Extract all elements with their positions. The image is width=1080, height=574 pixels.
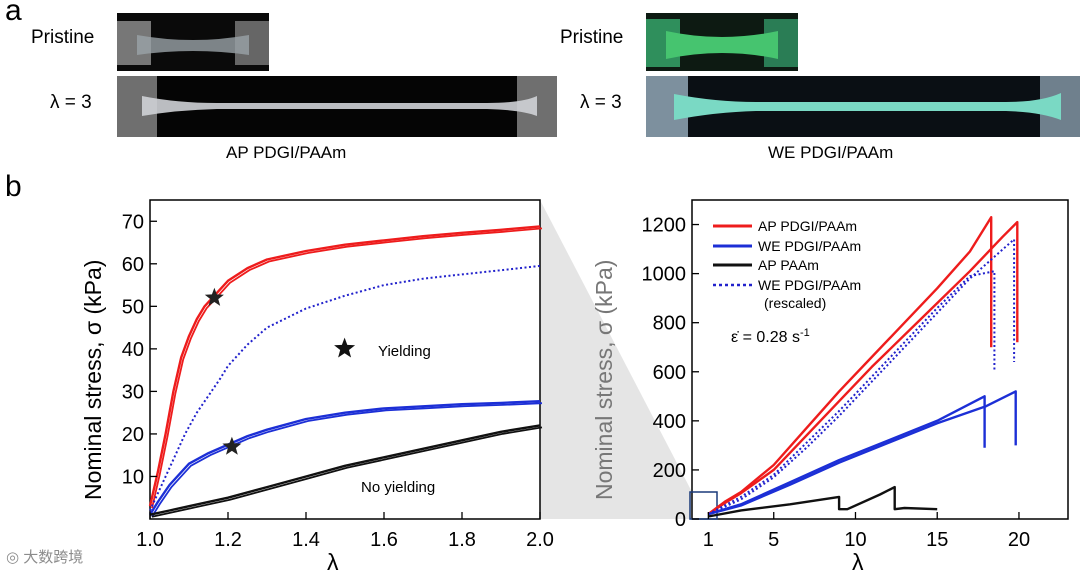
legend-label-ap-pdgi: AP PDGI/PAAm xyxy=(758,218,857,234)
left-series-line-3-repeat xyxy=(151,426,543,518)
right-x-tick-label-1: 5 xyxy=(768,529,779,551)
right-series-line-0 xyxy=(707,216,993,516)
right-stretched-label: λ = 3 xyxy=(580,92,622,113)
panel-b-letter: b xyxy=(5,170,22,203)
left-pristine-photo xyxy=(117,13,269,71)
watermark-logo-icon: ◎ xyxy=(6,549,20,566)
zoom-wedge xyxy=(540,200,692,519)
right-pristine-sample xyxy=(646,13,798,71)
left-y-tick-label-0: 10 xyxy=(122,466,144,488)
left-series-line-0-repeat xyxy=(151,227,543,509)
right-y-tick-label-5: 1000 xyxy=(642,264,687,286)
yielding-label: Yielding xyxy=(378,343,431,360)
right-series-line-4 xyxy=(708,485,938,518)
left-pristine-sample xyxy=(117,13,269,71)
right-series-line-3 xyxy=(707,390,1017,516)
right-pristine-photo xyxy=(646,13,798,71)
right-x-axis-label: λ xyxy=(852,549,864,574)
left-y-tick-label-2: 30 xyxy=(122,381,144,403)
right-caption: WE PDGI/PAAm xyxy=(768,143,894,162)
left-x-tick-label-3: 1.6 xyxy=(370,529,398,551)
right-series-line-5 xyxy=(707,270,996,515)
legend-label-we-pdgi: WE PDGI/PAAm xyxy=(758,238,861,254)
strain-rate-label: ε̇ = 0.28 s-1 xyxy=(731,327,810,346)
yield-star-marker-1 xyxy=(222,436,242,455)
left-y-tick-label-4: 50 xyxy=(122,296,144,318)
right-y-tick-label-2: 400 xyxy=(653,411,686,433)
left-x-tick-label-2: 1.4 xyxy=(292,529,320,551)
zoom-box xyxy=(689,491,718,520)
left-x-axis-label: λ xyxy=(327,549,339,574)
panel-a-letter: a xyxy=(5,0,22,27)
watermark: ◎ 大数跨境 xyxy=(6,546,83,567)
right-y-axis-label: Nominal stress, σ (kPa) xyxy=(591,260,617,500)
left-y-tick-label-3: 40 xyxy=(122,339,144,361)
right-stretched-photo xyxy=(646,76,1080,137)
left-series-line-2-repeat xyxy=(151,402,543,518)
left-y-tick-label-5: 60 xyxy=(122,254,144,276)
right-series-line-2 xyxy=(707,395,986,516)
right-x-tick-label-2: 10 xyxy=(844,529,866,551)
legend-label-we-rescaled: WE PDGI/PAAm xyxy=(758,277,861,293)
right-x-tick-label-4: 20 xyxy=(1008,529,1030,551)
right-plot-frame xyxy=(691,199,1069,520)
right-y-tick-label-3: 600 xyxy=(653,362,686,384)
legend-label-ap-paam: AP PAAm xyxy=(758,257,819,273)
left-stretched-sample xyxy=(117,76,557,137)
watermark-text: 大数跨境 xyxy=(23,549,84,566)
left-y-tick-label-6: 70 xyxy=(122,211,144,233)
left-series-line-0 xyxy=(148,225,541,507)
left-plot-frame xyxy=(149,199,541,520)
right-y-tick-label-1: 200 xyxy=(653,460,686,482)
left-stretched-photo xyxy=(117,76,557,137)
left-series-line-1 xyxy=(149,264,541,511)
left-stretched-label: λ = 3 xyxy=(50,92,92,113)
right-legend: AP PDGI/PAAm WE PDGI/PAAm AP PAAm WE PDG… xyxy=(713,218,861,311)
left-chart: 1.0 1.2 1.4 1.6 1.8 2.0 10 20 30 40 50 60 70 Nomina… xyxy=(80,199,554,574)
left-x-tick-label-0: 1.0 xyxy=(136,529,164,551)
yielding-legend-star-icon xyxy=(334,337,356,358)
left-y-axis-label: Nominal stress, σ (kPa) xyxy=(80,260,106,500)
right-stretched-sample xyxy=(646,76,1080,137)
left-pristine-label: Pristine xyxy=(31,27,95,48)
yield-star-marker-0 xyxy=(204,287,224,306)
left-x-tick-label-4: 1.8 xyxy=(448,529,476,551)
right-x-tick-label-0: 1 xyxy=(703,529,714,551)
right-pristine-label: Pristine xyxy=(560,27,624,48)
right-y-tick-label-4: 800 xyxy=(653,313,686,335)
left-x-tick-label-5: 2.0 xyxy=(526,529,554,551)
no-yielding-label: No yielding xyxy=(361,479,435,496)
right-y-tick-label-6: 1200 xyxy=(642,215,687,237)
right-y-tick-label-0: 0 xyxy=(675,509,686,531)
left-y-tick-label-1: 20 xyxy=(122,424,144,446)
left-series-line-2 xyxy=(148,400,541,516)
left-series-line-3 xyxy=(149,424,541,516)
right-series-line-6 xyxy=(707,238,1016,516)
legend-label-we-rescaled-sub: (rescaled) xyxy=(764,295,826,311)
left-x-tick-label-1: 1.2 xyxy=(214,529,242,551)
right-x-tick-label-3: 15 xyxy=(926,529,948,551)
left-caption: AP PDGI/PAAm xyxy=(226,143,347,162)
right-series-line-1 xyxy=(707,220,1019,516)
